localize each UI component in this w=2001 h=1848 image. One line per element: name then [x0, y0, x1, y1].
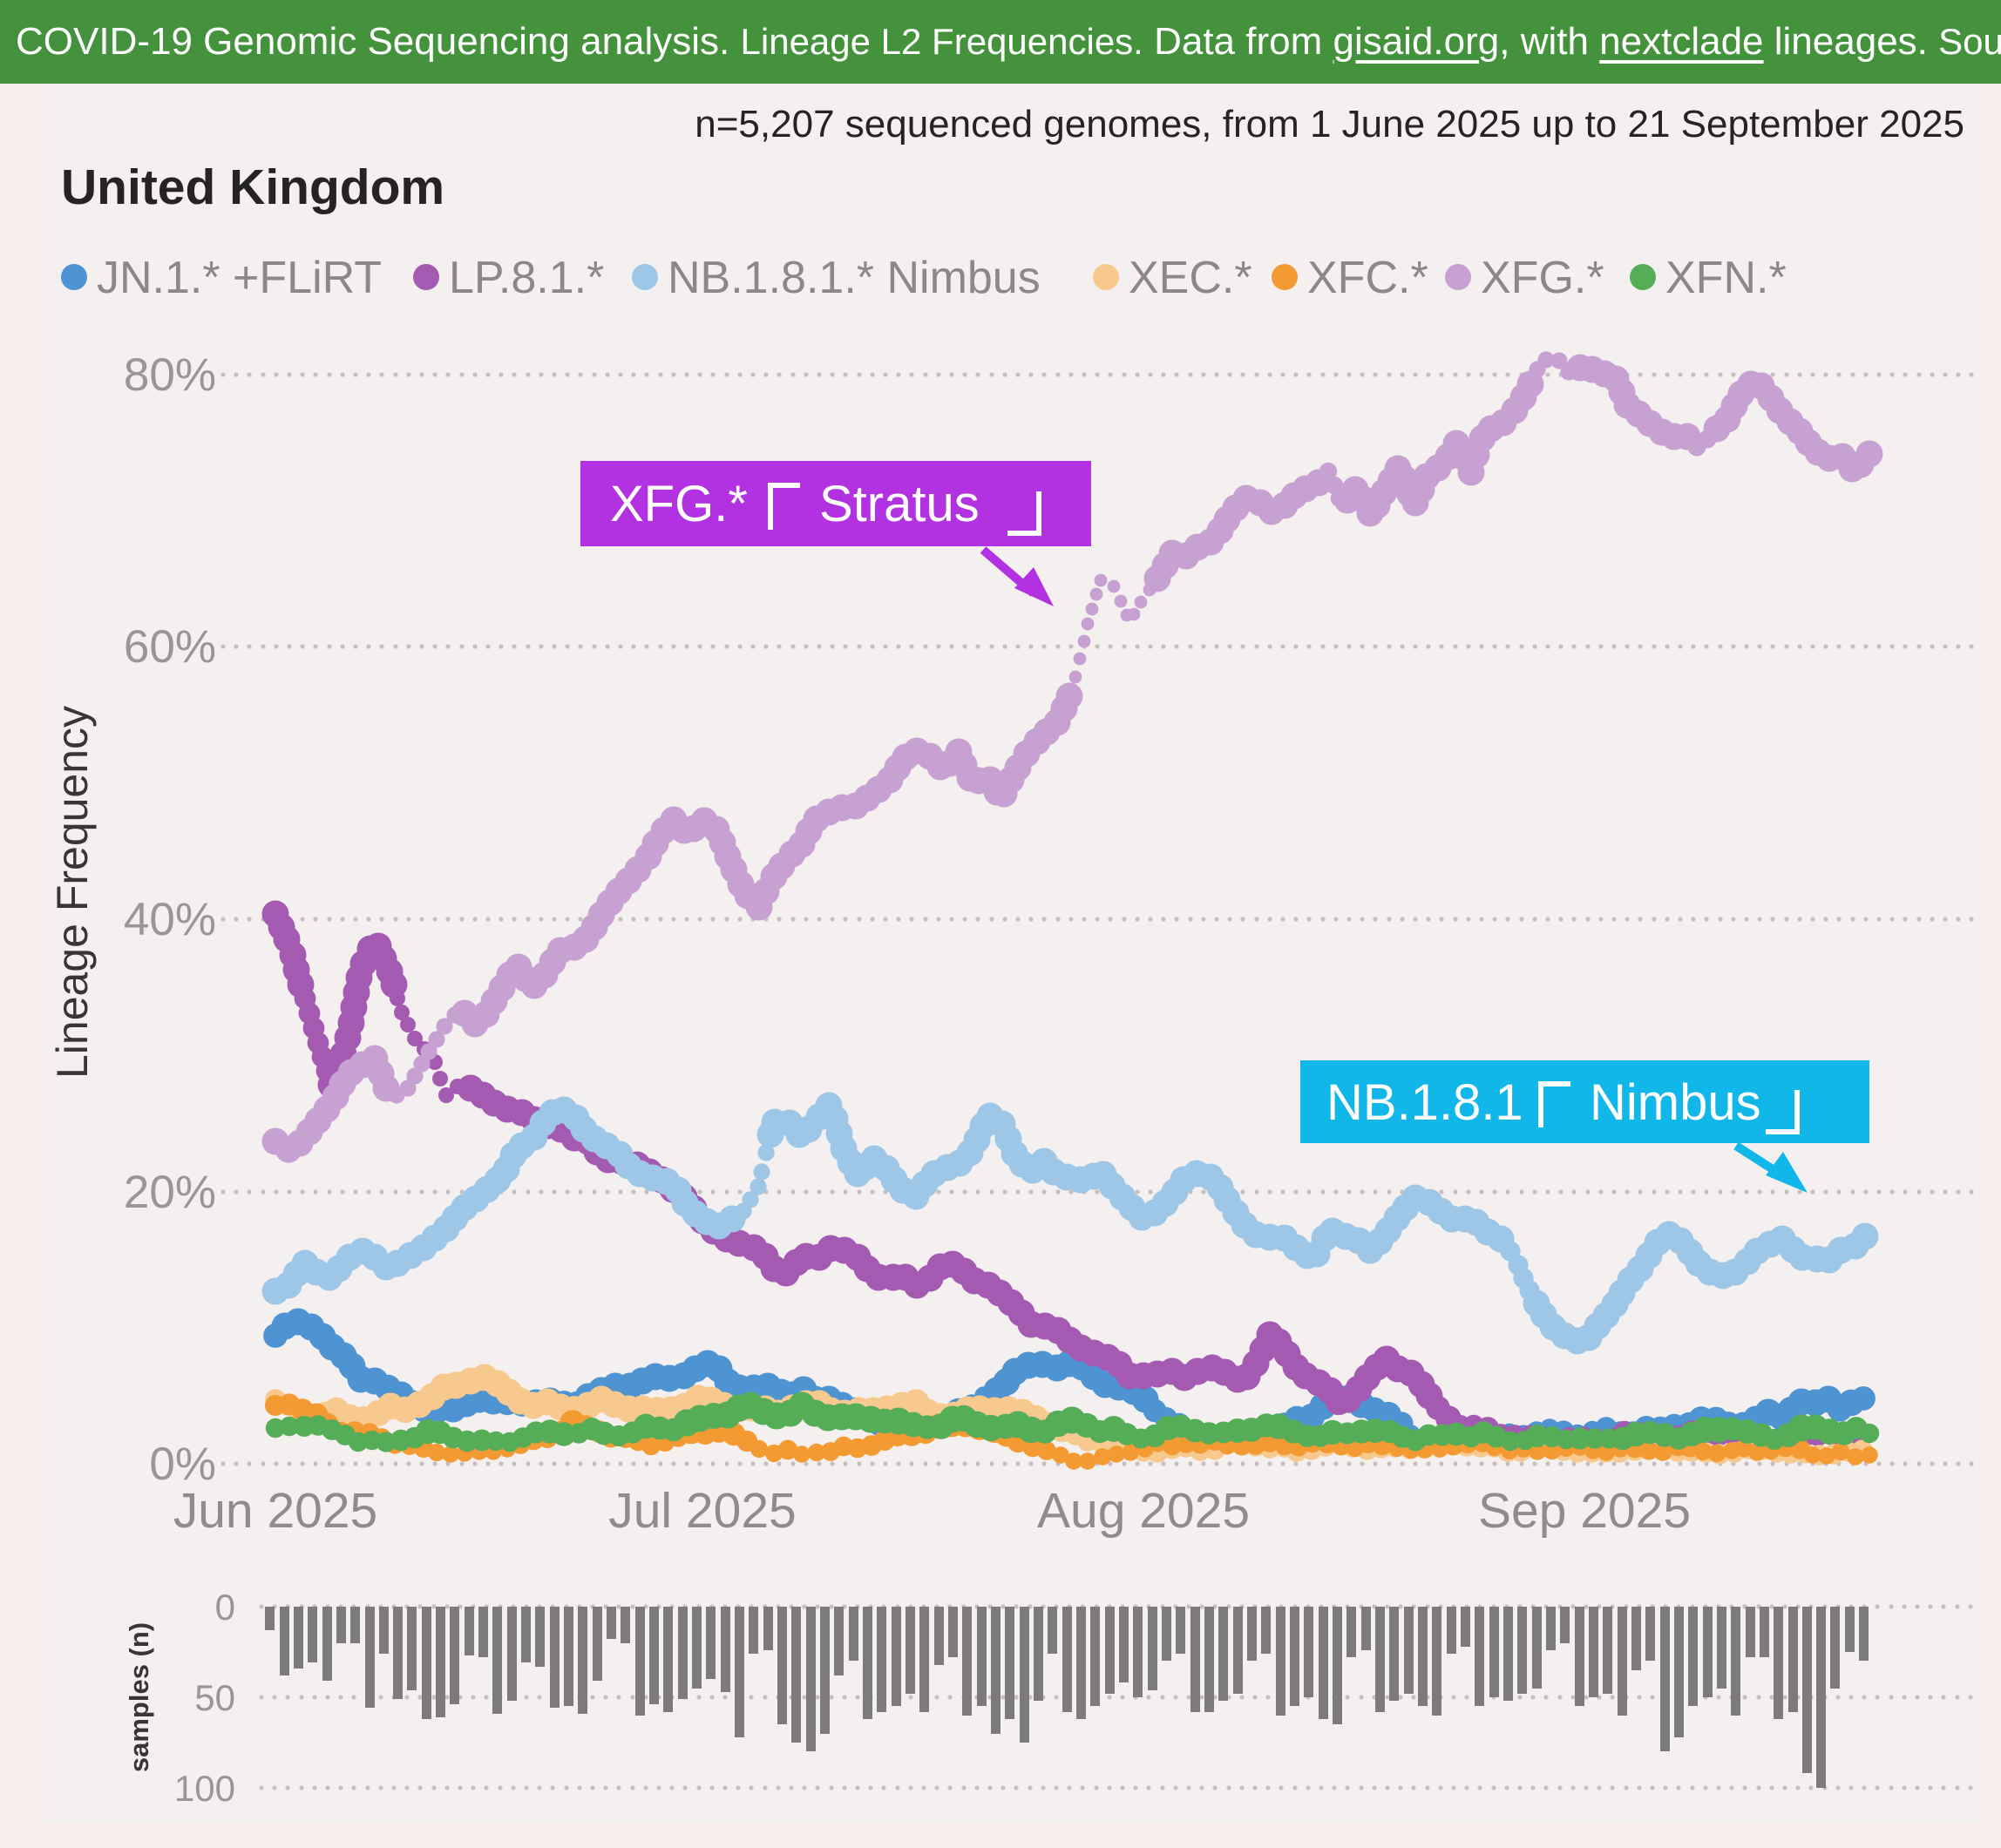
svg-text:60%: 60% [124, 621, 216, 673]
svg-text:XFG.*: XFG.* [610, 476, 748, 532]
svg-text:Sep 2025: Sep 2025 [1478, 1483, 1691, 1539]
svg-text:samples (n): samples (n) [124, 1622, 154, 1772]
svg-text:Stratus: Stratus [819, 476, 980, 532]
svg-text:NB.1.8.1: NB.1.8.1 [1326, 1074, 1523, 1131]
svg-text:Lineage Frequency: Lineage Frequency [48, 706, 97, 1079]
svg-text:Jul 2025: Jul 2025 [608, 1483, 797, 1539]
svg-text:50: 50 [194, 1677, 235, 1718]
svg-text:0%: 0% [149, 1438, 216, 1490]
svg-text:0: 0 [215, 1587, 235, 1628]
svg-text:JN.1.* +FLiRT: JN.1.* +FLiRT [97, 253, 382, 303]
svg-text:XEC.*: XEC.* [1129, 253, 1252, 303]
svg-text:LP.8.1.*: LP.8.1.* [449, 253, 604, 303]
svg-text:20%: 20% [124, 1167, 216, 1218]
svg-text:XFC.*: XFC.* [1307, 253, 1428, 303]
svg-text:Jun 2025: Jun 2025 [173, 1483, 378, 1539]
svg-text:Nimbus: Nimbus [1590, 1074, 1761, 1131]
svg-text:40%: 40% [124, 894, 216, 945]
svg-text:XFG.*: XFG.* [1481, 253, 1604, 303]
svg-text:Aug 2025: Aug 2025 [1037, 1483, 1250, 1539]
svg-text:80%: 80% [124, 349, 216, 401]
svg-text:100: 100 [174, 1768, 235, 1809]
svg-text:XFN.*: XFN.* [1665, 253, 1787, 303]
svg-text:NB.1.8.1.* Nimbus: NB.1.8.1.* Nimbus [668, 253, 1041, 303]
